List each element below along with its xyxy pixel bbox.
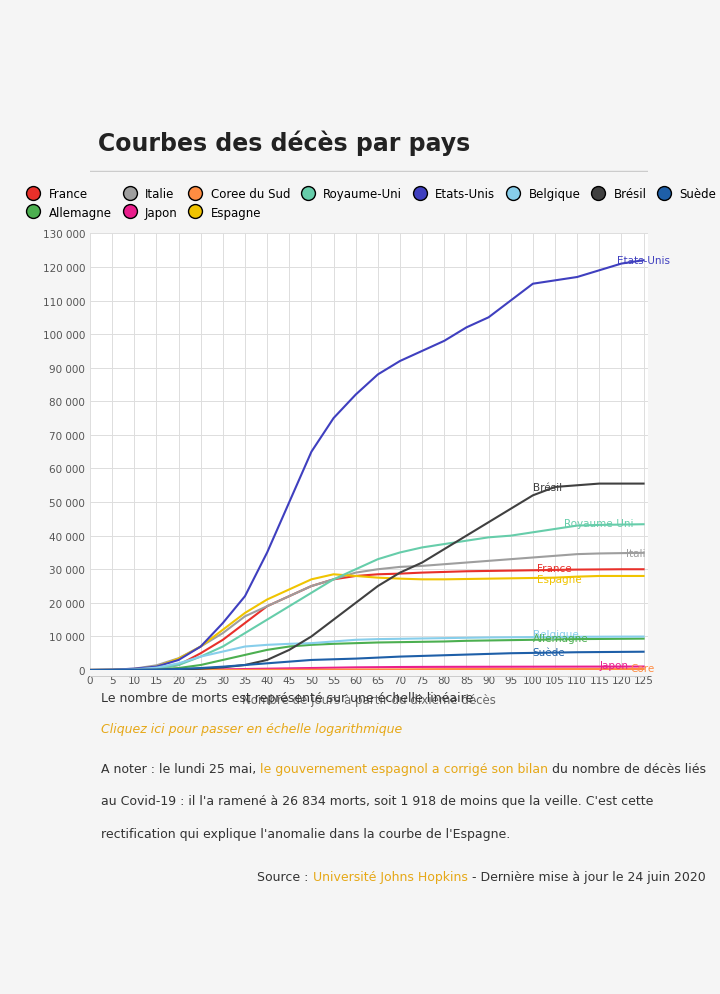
Text: A noter : le lundi 25 mai,: A noter : le lundi 25 mai, xyxy=(101,762,261,775)
Text: rectification qui explique l'anomalie dans la courbe de l'Espagne.: rectification qui explique l'anomalie da… xyxy=(101,827,510,840)
Legend: France, Allemagne, Italie, Japon, Coree du Sud, Espagne, Royaume-Uni, Etats-Unis: France, Allemagne, Italie, Japon, Coree … xyxy=(22,188,716,220)
Text: Courbes des décès par pays: Courbes des décès par pays xyxy=(99,130,471,156)
Text: Cliquez ici pour passer en échelle logarithmique: Cliquez ici pour passer en échelle logar… xyxy=(101,722,402,735)
Text: Etats-Unis: Etats-Unis xyxy=(617,255,670,266)
Text: au Covid-19 : il l'a ramené à 26 834 morts, soit 1 918 de moins que la veille. C: au Covid-19 : il l'a ramené à 26 834 mor… xyxy=(101,794,654,808)
Text: le gouvernement espagnol a corrigé son bilan: le gouvernement espagnol a corrigé son b… xyxy=(261,762,549,775)
Text: - Dernière mise à jour le 24 juin 2020: - Dernière mise à jour le 24 juin 2020 xyxy=(468,870,706,883)
Text: Suède: Suède xyxy=(533,647,565,657)
Text: Japon: Japon xyxy=(599,661,629,671)
Text: Royaume-Uni: Royaume-Uni xyxy=(564,518,634,529)
Text: Source :: Source : xyxy=(258,870,312,883)
Text: Itali: Itali xyxy=(626,549,645,559)
X-axis label: Nombre de jours à partir du dixième décès: Nombre de jours à partir du dixième décè… xyxy=(242,694,496,707)
Text: Le nombre de morts est représenté sur une échelle linéaire.: Le nombre de morts est représenté sur un… xyxy=(101,692,477,705)
Text: Espagne: Espagne xyxy=(537,575,582,584)
Text: Brésil: Brésil xyxy=(533,482,562,492)
Text: Belgique: Belgique xyxy=(533,630,579,640)
Text: Allemagne: Allemagne xyxy=(533,633,588,643)
Text: du nombre de décès liés: du nombre de décès liés xyxy=(549,762,706,775)
Text: Core: Core xyxy=(630,664,654,674)
Text: Université Johns Hopkins: Université Johns Hopkins xyxy=(312,870,468,883)
Text: France: France xyxy=(537,563,572,573)
